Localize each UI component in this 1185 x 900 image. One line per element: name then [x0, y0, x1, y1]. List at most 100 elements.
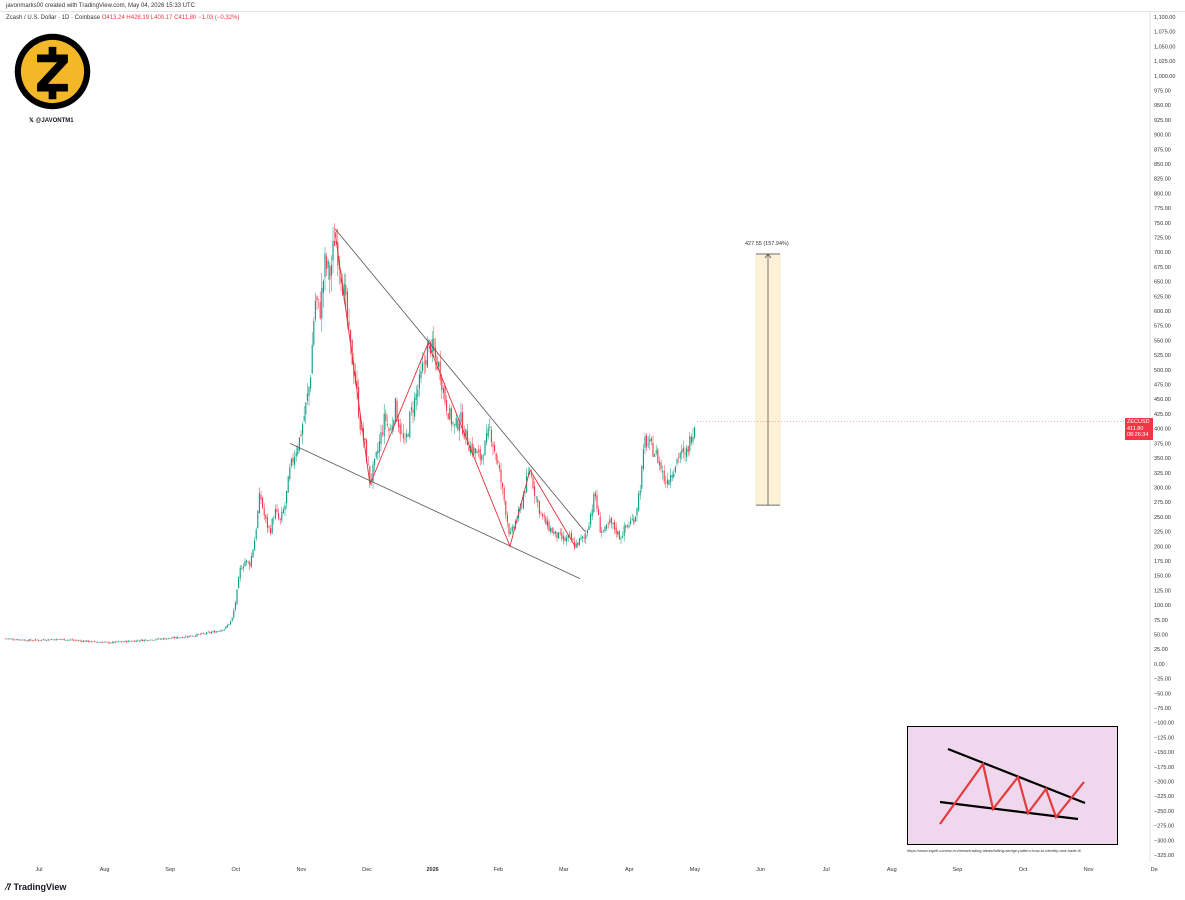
candle-body: [399, 424, 401, 435]
candle-body: [199, 634, 201, 635]
candle-body: [570, 533, 572, 540]
candle-body: [134, 640, 136, 642]
candle-body: [550, 528, 552, 532]
candle-body: [177, 636, 179, 639]
candle-body: [172, 637, 174, 639]
candle-body: [34, 639, 36, 641]
candle-body: [681, 449, 683, 454]
candle-body: [630, 520, 632, 524]
candle-body: [329, 266, 331, 280]
y-tick-label: 50.00: [1154, 632, 1168, 638]
candle-body: [98, 642, 100, 643]
candle-body: [658, 461, 660, 466]
candle-body: [502, 482, 504, 488]
candle-body: [690, 436, 692, 444]
high-value: H428.19: [126, 15, 150, 21]
candle-body: [538, 501, 540, 514]
candle-body: [692, 437, 694, 442]
candle-body: [620, 537, 622, 539]
y-tick-label: 525.00: [1154, 353, 1171, 359]
candle-body: [462, 412, 464, 434]
y-tick-label: 1,025.00: [1154, 59, 1175, 65]
y-tick-label: 550.00: [1154, 338, 1171, 344]
candle-body: [489, 426, 491, 428]
candle-body: [191, 636, 193, 637]
y-tick-label: 225.00: [1154, 530, 1171, 536]
candle-body: [449, 407, 451, 420]
candle-body: [606, 525, 608, 529]
candle-body: [431, 339, 433, 353]
candle-body: [302, 424, 304, 435]
candle-body: [436, 356, 438, 370]
candle-body: [572, 538, 574, 541]
candle-body: [58, 639, 60, 640]
candle-body: [422, 363, 424, 371]
candle-body: [593, 494, 595, 512]
candle-body: [535, 497, 537, 499]
candle-body: [295, 452, 297, 457]
candle-body: [638, 493, 640, 511]
candle-body: [508, 523, 510, 535]
candle-body: [348, 321, 350, 326]
y-tick-label: −325.00: [1154, 853, 1174, 859]
candle-body: [327, 261, 329, 268]
candle-body: [110, 643, 112, 644]
candle-body: [242, 566, 244, 569]
candle-body: [70, 639, 72, 641]
candle-body: [14, 639, 16, 641]
y-tick-label: 775.00: [1154, 206, 1171, 212]
candle-body: [95, 642, 97, 643]
wedge-lower-line: [289, 442, 581, 579]
candle-body: [662, 470, 664, 472]
candle-body: [641, 466, 643, 489]
candle-body: [265, 514, 267, 519]
candle-body: [455, 418, 457, 427]
candle-body: [438, 362, 440, 367]
candle-body: [601, 530, 603, 533]
candle-body: [262, 497, 264, 508]
y-tick-label: 450.00: [1154, 397, 1171, 403]
y-tick-label: −200.00: [1154, 779, 1174, 785]
candle-body: [279, 518, 281, 521]
change-value: −1.03 (−0.32%): [198, 15, 240, 21]
y-tick-label: 150.00: [1154, 574, 1171, 580]
candle-body: [444, 384, 446, 403]
candle-body: [118, 641, 120, 643]
candle-body: [156, 638, 158, 640]
candle-body: [60, 639, 62, 640]
x-tick-label: Oct: [232, 867, 241, 873]
candle-body: [140, 639, 142, 641]
candle-body: [490, 429, 492, 443]
candle-body: [492, 443, 494, 447]
candle-body: [439, 361, 441, 380]
candle-body: [602, 529, 604, 531]
candle-body: [398, 418, 400, 428]
candle-body: [71, 639, 73, 641]
candle-body: [546, 520, 548, 527]
candle-body: [86, 640, 88, 642]
candle-body: [450, 408, 452, 425]
candle-body: [6, 638, 8, 640]
y-tick-label: 750.00: [1154, 221, 1171, 227]
candle-body: [689, 436, 691, 451]
candle-body: [303, 415, 305, 421]
zcash-logo-icon: [14, 33, 91, 110]
candle-body: [476, 451, 478, 454]
candle-body: [116, 641, 118, 643]
y-tick-label: 275.00: [1154, 500, 1171, 506]
candle-body: [278, 513, 280, 519]
x-handle: 𝕏 @JAVONTM1: [29, 117, 74, 124]
candle-body: [66, 639, 68, 641]
candle-body: [7, 638, 9, 640]
source-url[interactable]: https://www.equiti.com/sc-en/news/tradin…: [907, 848, 1082, 853]
candle-body: [655, 450, 657, 454]
y-tick-label: 850.00: [1154, 162, 1171, 168]
candle-body: [369, 466, 371, 483]
candle-body: [364, 438, 366, 441]
candle-body: [38, 640, 40, 641]
candle-body: [162, 638, 164, 640]
y-tick-label: 300.00: [1154, 485, 1171, 491]
candle-body: [334, 240, 336, 246]
candle-body: [673, 473, 675, 477]
